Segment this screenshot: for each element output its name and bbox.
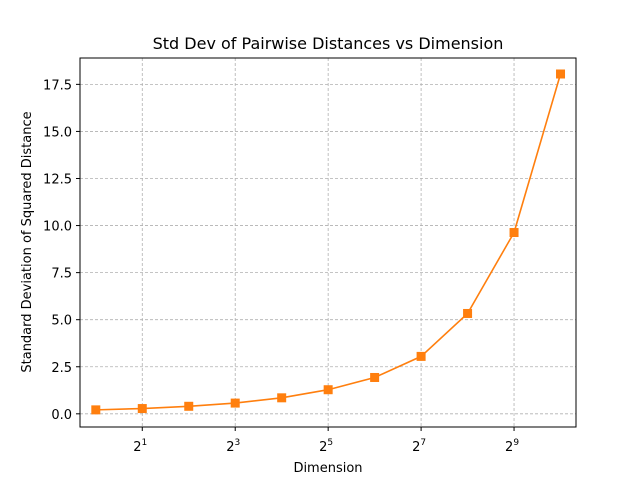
x-tick-label: 29 [505, 438, 519, 455]
x-tick-label: 23 [226, 438, 240, 455]
y-tick-label: 7.5 [51, 267, 72, 282]
series-group [91, 69, 566, 415]
x-tick-label: 25 [319, 438, 333, 455]
y-tick-label: 0.0 [51, 408, 72, 423]
grid [80, 58, 576, 427]
y-tick-label: 5.0 [51, 314, 72, 329]
chart-title: Std Dev of Pairwise Distances vs Dimensi… [153, 34, 504, 53]
y-tick-label: 2.5 [51, 361, 72, 376]
y-tick-label: 15.0 [43, 125, 72, 140]
y-tick-label: 10.0 [43, 220, 72, 235]
data-point [323, 385, 333, 395]
y-axis-label: Standard Deviation of Squared Distance [20, 111, 35, 372]
data-point [277, 393, 287, 403]
data-point [91, 405, 101, 415]
data-point [370, 372, 380, 382]
y-axis: 0.0 2.5 5.0 7.5 10.0 12.5 15.0 17.5 [43, 78, 80, 423]
data-point [137, 404, 147, 414]
x-axis: 21 23 25 27 29 [133, 427, 519, 455]
data-point [556, 69, 566, 79]
data-point [509, 228, 519, 238]
data-point [230, 398, 240, 408]
y-tick-label: 12.5 [43, 172, 72, 187]
data-point [463, 308, 473, 318]
x-tick-label: 27 [412, 438, 426, 455]
x-axis-label: Dimension [293, 461, 362, 476]
x-tick-label: 21 [133, 438, 147, 455]
data-point [184, 401, 194, 411]
data-point [416, 351, 426, 361]
y-tick-label: 17.5 [43, 78, 72, 93]
